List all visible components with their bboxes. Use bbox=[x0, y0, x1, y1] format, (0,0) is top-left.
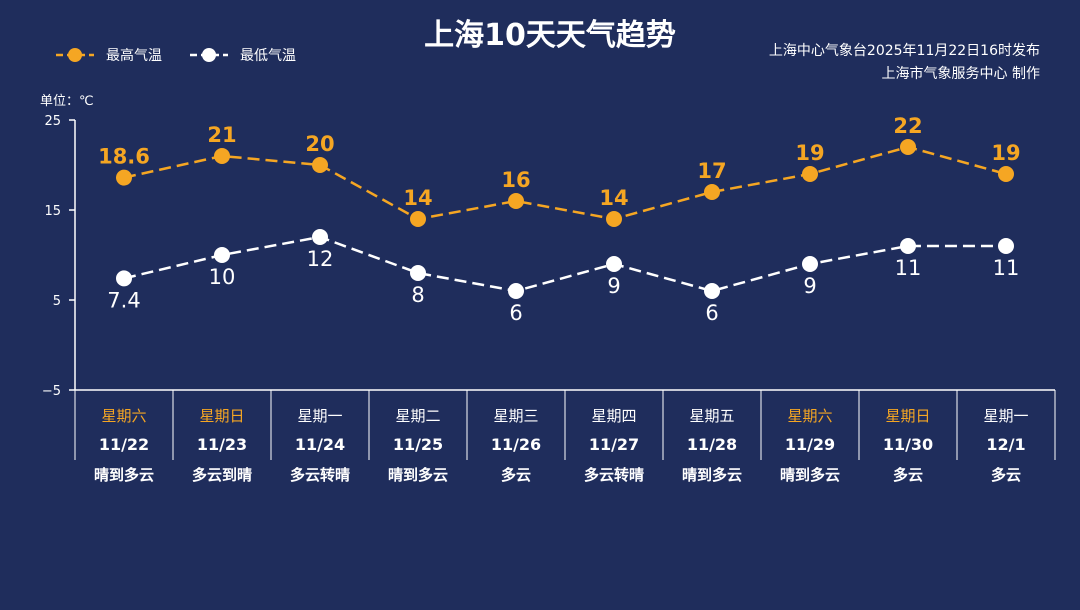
low-temp-point bbox=[802, 256, 818, 272]
high-temp-point bbox=[900, 139, 916, 155]
weather-condition: 晴到多云 bbox=[94, 466, 154, 484]
weekday-label: 星期日 bbox=[885, 407, 930, 425]
date-label: 11/26 bbox=[491, 435, 541, 454]
weekday-label: 星期六 bbox=[101, 407, 146, 425]
weekday-label: 星期六 bbox=[787, 407, 832, 425]
y-tick-label: 25 bbox=[44, 114, 61, 129]
date-label: 11/27 bbox=[589, 435, 639, 454]
low-temp-label: 9 bbox=[803, 274, 816, 298]
data-labels: 18.6 21 20 14 16 14 17 19 22 19 7.4 10 12 8 6 9 6 9 11 11 bbox=[98, 114, 1021, 325]
low-temp-label: 9 bbox=[607, 274, 620, 298]
legend-high-label: 最高气温 bbox=[106, 47, 162, 64]
date-label: 11/22 bbox=[99, 435, 149, 454]
legend: 最高气温 最低气温 bbox=[56, 47, 296, 64]
weather-condition: 多云 bbox=[501, 466, 531, 484]
low-temp-point bbox=[116, 270, 132, 287]
weekday-label: 星期日 bbox=[199, 407, 244, 425]
y-tick-label: −5 bbox=[42, 384, 61, 399]
weather-condition: 多云 bbox=[893, 466, 923, 484]
high-temp-label: 14 bbox=[403, 186, 432, 210]
high-temp-point bbox=[802, 166, 818, 182]
weekday-label: 星期二 bbox=[395, 407, 440, 425]
issuer-line-1: 上海中心气象台2025年11月22日16时发布 bbox=[769, 43, 1040, 59]
low-temp-label: 10 bbox=[209, 265, 236, 289]
low-temp-point bbox=[508, 283, 524, 299]
high-temp-label: 19 bbox=[795, 141, 824, 165]
date-table: 星期六 11/22 晴到多云 星期日 11/23 多云到晴 星期一 11/24 多云转晴 星期二 1… bbox=[74, 390, 1056, 484]
high-temp-point bbox=[410, 211, 426, 227]
weather-condition: 晴到多云 bbox=[388, 466, 448, 484]
data-points bbox=[116, 139, 1014, 299]
low-temp-label: 6 bbox=[705, 301, 718, 325]
low-temp-label: 8 bbox=[411, 283, 424, 307]
weather-condition: 多云到晴 bbox=[192, 466, 252, 484]
high-temp-point bbox=[998, 166, 1014, 182]
date-label: 11/25 bbox=[393, 435, 443, 454]
weekday-label: 星期四 bbox=[591, 407, 636, 425]
high-temp-label: 21 bbox=[207, 123, 236, 147]
date-label: 11/23 bbox=[197, 435, 247, 454]
low-temp-point bbox=[998, 238, 1014, 254]
legend-low-marker bbox=[202, 48, 216, 62]
low-temp-point bbox=[900, 238, 916, 254]
chart-title: 上海10天天气趋势 bbox=[424, 18, 676, 53]
low-temp-label: 12 bbox=[307, 247, 334, 271]
weekday-label: 星期五 bbox=[689, 407, 734, 425]
y-ticks: 25 15 5 −5 bbox=[42, 114, 75, 399]
high-temp-label: 19 bbox=[991, 141, 1020, 165]
low-temp-label: 6 bbox=[509, 301, 522, 325]
weather-condition: 多云 bbox=[991, 466, 1021, 484]
weekday-label: 星期三 bbox=[493, 407, 538, 425]
weather-condition: 晴到多云 bbox=[780, 466, 840, 484]
high-temp-point bbox=[214, 148, 230, 164]
y-tick-label: 5 bbox=[53, 294, 61, 309]
high-temp-label: 22 bbox=[893, 114, 922, 138]
high-temp-label: 18.6 bbox=[98, 145, 150, 169]
series-lines bbox=[123, 145, 1007, 293]
legend-high-marker bbox=[68, 48, 82, 62]
low-temp-point bbox=[606, 256, 622, 272]
y-tick-label: 15 bbox=[44, 204, 61, 219]
high-temp-point bbox=[606, 211, 622, 227]
high-temp-point bbox=[704, 184, 720, 200]
date-label: 11/24 bbox=[295, 435, 345, 454]
weather-condition: 晴到多云 bbox=[682, 466, 742, 484]
low-temp-line bbox=[123, 235, 1006, 293]
legend-low-label: 最低气温 bbox=[240, 48, 296, 64]
high-temp-label: 20 bbox=[305, 132, 334, 156]
high-temp-point bbox=[312, 157, 328, 173]
low-temp-point bbox=[312, 229, 328, 245]
high-temp-label: 16 bbox=[501, 168, 530, 192]
high-temp-label: 14 bbox=[599, 186, 628, 210]
high-temp-point bbox=[508, 193, 524, 209]
date-label: 11/29 bbox=[785, 435, 835, 454]
weather-condition: 多云转晴 bbox=[584, 466, 644, 484]
high-temp-line bbox=[123, 145, 1007, 221]
low-temp-point bbox=[704, 283, 720, 299]
date-label: 11/28 bbox=[687, 435, 737, 454]
high-temp-point bbox=[116, 169, 132, 186]
weekday-label: 星期一 bbox=[297, 407, 342, 425]
unit-label: 单位：℃ bbox=[40, 94, 94, 109]
issuer-line-2: 上海市气象服务中心 制作 bbox=[882, 65, 1040, 82]
weather-condition: 多云转晴 bbox=[290, 466, 350, 484]
weekday-label: 星期一 bbox=[983, 407, 1028, 425]
low-temp-point bbox=[410, 265, 426, 281]
high-temp-label: 17 bbox=[697, 159, 726, 183]
low-temp-point bbox=[214, 247, 230, 263]
date-label: 11/30 bbox=[883, 435, 933, 454]
low-temp-label: 7.4 bbox=[107, 288, 140, 312]
low-temp-label: 11 bbox=[895, 256, 922, 280]
date-label: 12/1 bbox=[986, 435, 1025, 454]
low-temp-label: 11 bbox=[993, 256, 1020, 280]
